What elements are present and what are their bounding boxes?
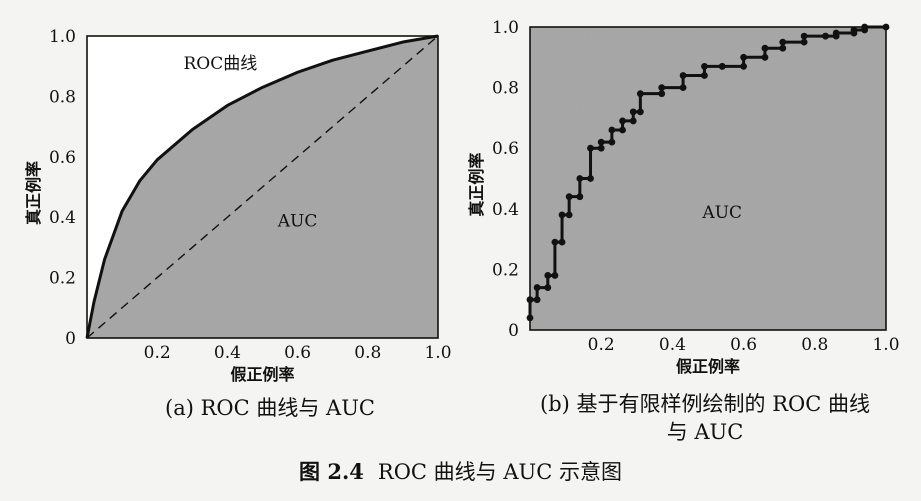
panel-b-x-tick-label: 1.0 <box>872 335 899 355</box>
panel-b-roc-point <box>565 211 573 219</box>
panel-b-roc-point <box>565 193 573 201</box>
panel-b-roc-point <box>558 211 566 219</box>
panel-b-axes-frame <box>529 26 887 331</box>
panel-b-roc-point <box>551 238 559 246</box>
panel-b-y-tick-label: 0.4 <box>492 200 519 220</box>
panel-b-roc-point <box>619 117 626 125</box>
panel-b-roc-point <box>761 44 769 52</box>
panel-b-roc-point <box>526 296 534 304</box>
panel-b-roc-point <box>576 175 584 182</box>
panel-b-roc-point <box>533 284 541 291</box>
panel-b-roc-point <box>658 84 666 91</box>
panel-b-roc-point <box>597 138 605 146</box>
panel-b-roc-point <box>544 284 552 291</box>
figure-title-text: ROC 曲线与 AUC 示意图 <box>377 460 622 484</box>
panel-b-roc-point <box>608 138 616 146</box>
panel-b-roc-point <box>740 53 747 61</box>
panel-b-x-tick-label: 0.2 <box>588 335 615 355</box>
panel-b-x-tick-label: 0.4 <box>659 335 686 355</box>
panel-b-roc-point <box>636 90 644 98</box>
panel-a-roc-curve <box>85 34 439 339</box>
panel-a-y-tick-label: 0.2 <box>49 269 76 289</box>
panel-b-y-tick-label: 0.2 <box>492 260 519 280</box>
panel-b-roc-point <box>679 72 687 79</box>
panel-a-x-axis-label: 假正例率 <box>230 365 294 384</box>
panel-b-y-tick-label: 0.6 <box>492 139 519 159</box>
panel-b-roc-point <box>800 38 808 46</box>
panel-b-y-tick-label: 0.8 <box>492 79 519 99</box>
panel-a-y-tick-label: 0 <box>65 329 76 349</box>
panel-b-roc-point <box>576 193 584 201</box>
panel-b-roc-point <box>701 72 708 79</box>
panel-a-diagonal-line <box>86 35 439 339</box>
panel-b-roc-point <box>551 272 559 279</box>
panel-b-roc-point <box>558 238 566 246</box>
panel-b-roc-point <box>619 126 626 134</box>
panel-b-roc-point <box>861 23 869 31</box>
panel-a-y-tick-label: 0.4 <box>49 208 76 228</box>
figure-title: 图 2.4 ROC 曲线与 AUC 示意图 <box>0 456 921 486</box>
panel-b-roc-point <box>629 108 637 116</box>
panel-a-x-tick-label: 0.2 <box>144 343 171 363</box>
panel-b-roc-point <box>882 23 890 31</box>
panel-a-annotation: ROC曲线 <box>184 54 258 74</box>
panel-b-roc-point <box>629 117 637 125</box>
caption-b-line-1: (b) 基于有限样例绘制的 ROC 曲线 <box>540 392 870 416</box>
panel-b-roc-point <box>587 144 594 152</box>
panel-b-roc-point <box>761 53 769 61</box>
panel-b-annotation: AUC <box>701 203 742 223</box>
panel-b-roc-point <box>718 62 726 70</box>
panel-a-y-tick-label: 0.6 <box>49 148 76 168</box>
panel-b-y-tick-label: 1.0 <box>492 18 519 38</box>
panel-b-roc-point <box>822 32 829 40</box>
panel-a-x-tick-label: 0.4 <box>214 343 241 363</box>
panel-b-x-axis-label: 假正例率 <box>676 357 740 376</box>
figure-number: 图 2.4 <box>299 459 364 484</box>
panel-b-roc-point <box>636 108 644 116</box>
panel-b-roc-point <box>701 62 708 70</box>
panel-a-x-tick-label: 1.0 <box>424 343 451 363</box>
roc-panel-a: 0.2 0.4 0.6 0.8 1.0 0 0.2 0.4 0.6 0.8 1.0 假正例率 真正例率 R… <box>24 27 452 384</box>
roc-panel-b: 0.2 0.4 0.6 0.8 1.0 0 0.2 0.4 0.6 0.8 1.0 假正例率 真正例率 A… <box>467 18 900 376</box>
panel-b-roc-point <box>544 272 552 279</box>
caption-a: (a) ROC 曲线与 AUC <box>165 396 375 420</box>
caption-b-line-2: 与 AUC <box>666 420 744 444</box>
panel-a-y-axis-label: 真正例率 <box>24 161 43 225</box>
panel-b-roc-point <box>800 32 808 40</box>
panel-a-x-tick-label: 0.8 <box>354 343 381 363</box>
panel-b-roc-point <box>587 175 594 182</box>
panel-b-x-tick-label: 0.6 <box>730 335 757 355</box>
panel-b-roc-point <box>658 90 666 98</box>
panel-a-annotation: AUC <box>277 211 318 231</box>
panel-b-roc-point <box>608 126 616 134</box>
panel-b-y-tick-label: 0 <box>508 321 519 341</box>
panel-b-roc-point <box>779 44 787 52</box>
panel-b-roc-point <box>740 62 747 70</box>
panel-b-roc-point <box>850 26 858 34</box>
panel-b-x-tick-label: 0.8 <box>801 335 828 355</box>
caption-b: (b) 基于有限样例绘制的 ROC 曲线 与 AUC <box>490 390 920 446</box>
panel-a-axes-frame <box>86 35 439 339</box>
panel-a-y-tick-label: 1.0 <box>49 27 76 47</box>
panel-a-y-tick-label: 0.8 <box>49 87 76 107</box>
panel-b-roc-point <box>597 144 605 152</box>
panel-b-auc-area <box>530 27 886 330</box>
panel-a-x-tick-label: 0.6 <box>284 343 311 363</box>
panel-b-roc-point <box>832 29 840 37</box>
panel-b-roc-point <box>679 84 687 91</box>
panel-b-y-axis-label: 真正例率 <box>467 153 486 217</box>
panel-b-roc-point <box>526 314 534 322</box>
panel-b-roc-point <box>533 296 541 304</box>
panel-b-roc-point <box>779 38 787 46</box>
